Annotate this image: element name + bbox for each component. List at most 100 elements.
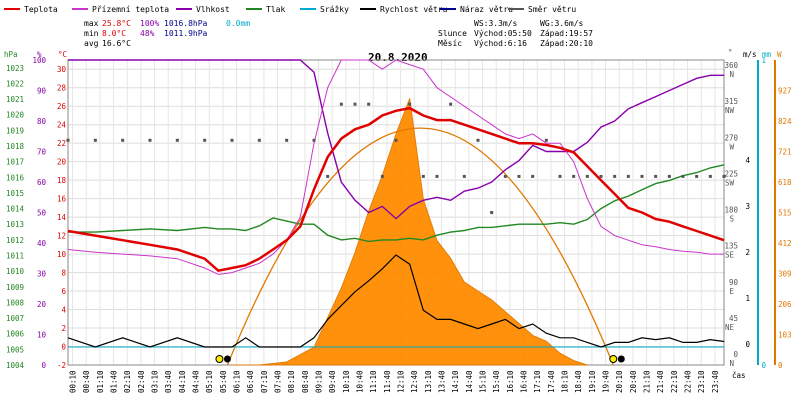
- wind-dir-point: [435, 174, 439, 178]
- unit-pct: %: [37, 50, 42, 59]
- x-tick-label: 03:40: [164, 370, 173, 393]
- wind-dir-compass: N: [729, 359, 734, 368]
- x-tick-label: 16:10: [506, 370, 515, 393]
- x-tick-label: 05:10: [205, 370, 214, 393]
- pressure-axis-tick: 1008: [6, 298, 25, 307]
- unit-hpa: hPa: [4, 50, 18, 59]
- legend-label-naraz-vetru: Náraz větru: [460, 5, 513, 14]
- wind-dir-point: [148, 138, 152, 142]
- solar-tick: 206: [778, 300, 792, 309]
- unit-ms: m/s: [743, 50, 757, 59]
- x-tick-label: 12:40: [410, 370, 419, 393]
- pressure-axis-tick: 1019: [6, 126, 24, 135]
- x-tick-label: 13:40: [438, 370, 447, 393]
- x-tick-label: 00:40: [82, 370, 91, 393]
- humidity-axis-tick: 0: [41, 361, 46, 370]
- x-tick-label: 17:10: [533, 370, 542, 393]
- moonset-marker: [617, 355, 625, 363]
- wind-dir-point: [476, 138, 480, 142]
- wind-dir-point: [681, 174, 685, 178]
- pressure-axis-tick: 1010: [6, 267, 25, 276]
- temperature-axis-tick: 16: [57, 195, 67, 204]
- solar-tick: 824: [778, 117, 792, 126]
- x-tick-label: 10:10: [342, 370, 351, 393]
- series-pressure-line: [68, 164, 725, 243]
- wind-dir-tick: 0: [733, 350, 738, 359]
- pressure-axis-tick: 1013: [6, 220, 24, 229]
- x-tick-label: 06:10: [233, 370, 242, 393]
- x-tick-label: 08:40: [301, 370, 310, 393]
- x-tick-label: 09:40: [328, 370, 337, 393]
- pressure-axis-tick: 1004: [6, 361, 25, 370]
- x-tick-label: 10:40: [356, 370, 365, 393]
- wind-dir-point: [367, 102, 371, 106]
- x-tick-label: 19:10: [588, 370, 597, 393]
- x-tick-label: 22:40: [684, 370, 693, 393]
- wind-dir-point: [257, 138, 261, 142]
- solar-tick: 309: [778, 270, 792, 279]
- temperature-axis-tick: 20: [57, 158, 67, 167]
- x-tick-label: 14:40: [465, 370, 474, 393]
- wind-dir-tick: 270: [724, 133, 738, 142]
- wind-speed-avg: WS:3.3m/s: [474, 19, 518, 28]
- x-tick-label: 03:10: [151, 370, 160, 393]
- wind-speed-tick: 4: [745, 156, 750, 165]
- unit-deg: °: [728, 48, 733, 57]
- wind-dir-point: [380, 174, 384, 178]
- x-tick-label: 07:40: [274, 370, 283, 393]
- temperature-axis-tick: 4: [61, 306, 66, 315]
- x-tick-label: 17:40: [547, 370, 556, 393]
- axes: 1004100510061007100810091010101110121013…: [6, 56, 792, 393]
- temperature-axis-tick: 26: [57, 102, 67, 111]
- wind-dir-compass: SW: [725, 178, 735, 187]
- sun-set: Západ:19:57: [540, 29, 593, 38]
- pressure-axis-tick: 1017: [6, 158, 24, 167]
- wind-dir-point: [121, 138, 125, 142]
- stats-min-temp: 8.0°C: [102, 29, 126, 38]
- pressure-axis-tick: 1018: [6, 142, 25, 151]
- x-tick-label: 15:10: [479, 370, 488, 393]
- pressure-axis-tick: 1021: [6, 95, 24, 104]
- rain-tick: 1: [761, 56, 766, 65]
- stats-block: max 25.8°C 100% 1016.8hPa 0.0mm min 8.0°…: [84, 19, 250, 48]
- x-tick-label: 05:40: [219, 370, 228, 393]
- pressure-axis-tick: 1005: [6, 345, 24, 354]
- x-tick-label: 14:10: [451, 370, 460, 393]
- legend-label-rychlost-vetru: Rychlost větru: [380, 5, 448, 14]
- stats-max-temp: 25.8°C: [102, 19, 131, 28]
- stats-max-rain: 0.0mm: [226, 19, 250, 28]
- pressure-axis-tick: 1020: [6, 111, 25, 120]
- x-tick-label: 02:10: [123, 370, 132, 393]
- wind-dir-compass: W: [729, 142, 734, 151]
- wind-dir-point: [572, 174, 576, 178]
- stats-avg-label: avg: [84, 39, 99, 48]
- pressure-axis-tick: 1014: [6, 205, 25, 214]
- series-temperature-line: [67, 106, 725, 273]
- moon-set: Západ:20:10: [540, 39, 593, 48]
- wind-speed-tick: 1: [745, 294, 750, 303]
- wind-dir-point: [353, 102, 357, 106]
- wind-dir-compass: E: [729, 287, 734, 296]
- wind-dir-point: [285, 138, 289, 142]
- stats-min-label: min: [84, 29, 99, 38]
- legend-label-prizemni-teplota: Přízemní teplota: [92, 5, 169, 14]
- wind-dir-point: [462, 174, 466, 178]
- stats-min-press: 1011.9hPa: [164, 29, 208, 38]
- wind-dir-compass: S: [729, 215, 734, 224]
- x-tick-label: 07:10: [260, 370, 269, 393]
- wind-dir-point: [626, 174, 630, 178]
- humidity-axis-tick: 30: [37, 270, 47, 279]
- sun-rise: Východ:05:50: [474, 29, 532, 38]
- wind-dir-point: [695, 174, 699, 178]
- moonrise-marker: [223, 355, 231, 363]
- x-tick-label: 11:10: [369, 370, 378, 393]
- x-tick-label: 21:40: [656, 370, 665, 393]
- wind-dir-compass: SE: [725, 251, 735, 260]
- wind-dir-point: [421, 174, 425, 178]
- x-tick-label: 16:40: [520, 370, 529, 393]
- solar-tick: 515: [778, 209, 792, 218]
- wind-gust-avg: WG:3.6m/s: [540, 19, 584, 28]
- x-tick-label: 08:10: [287, 370, 296, 393]
- plot-area: [66, 59, 726, 366]
